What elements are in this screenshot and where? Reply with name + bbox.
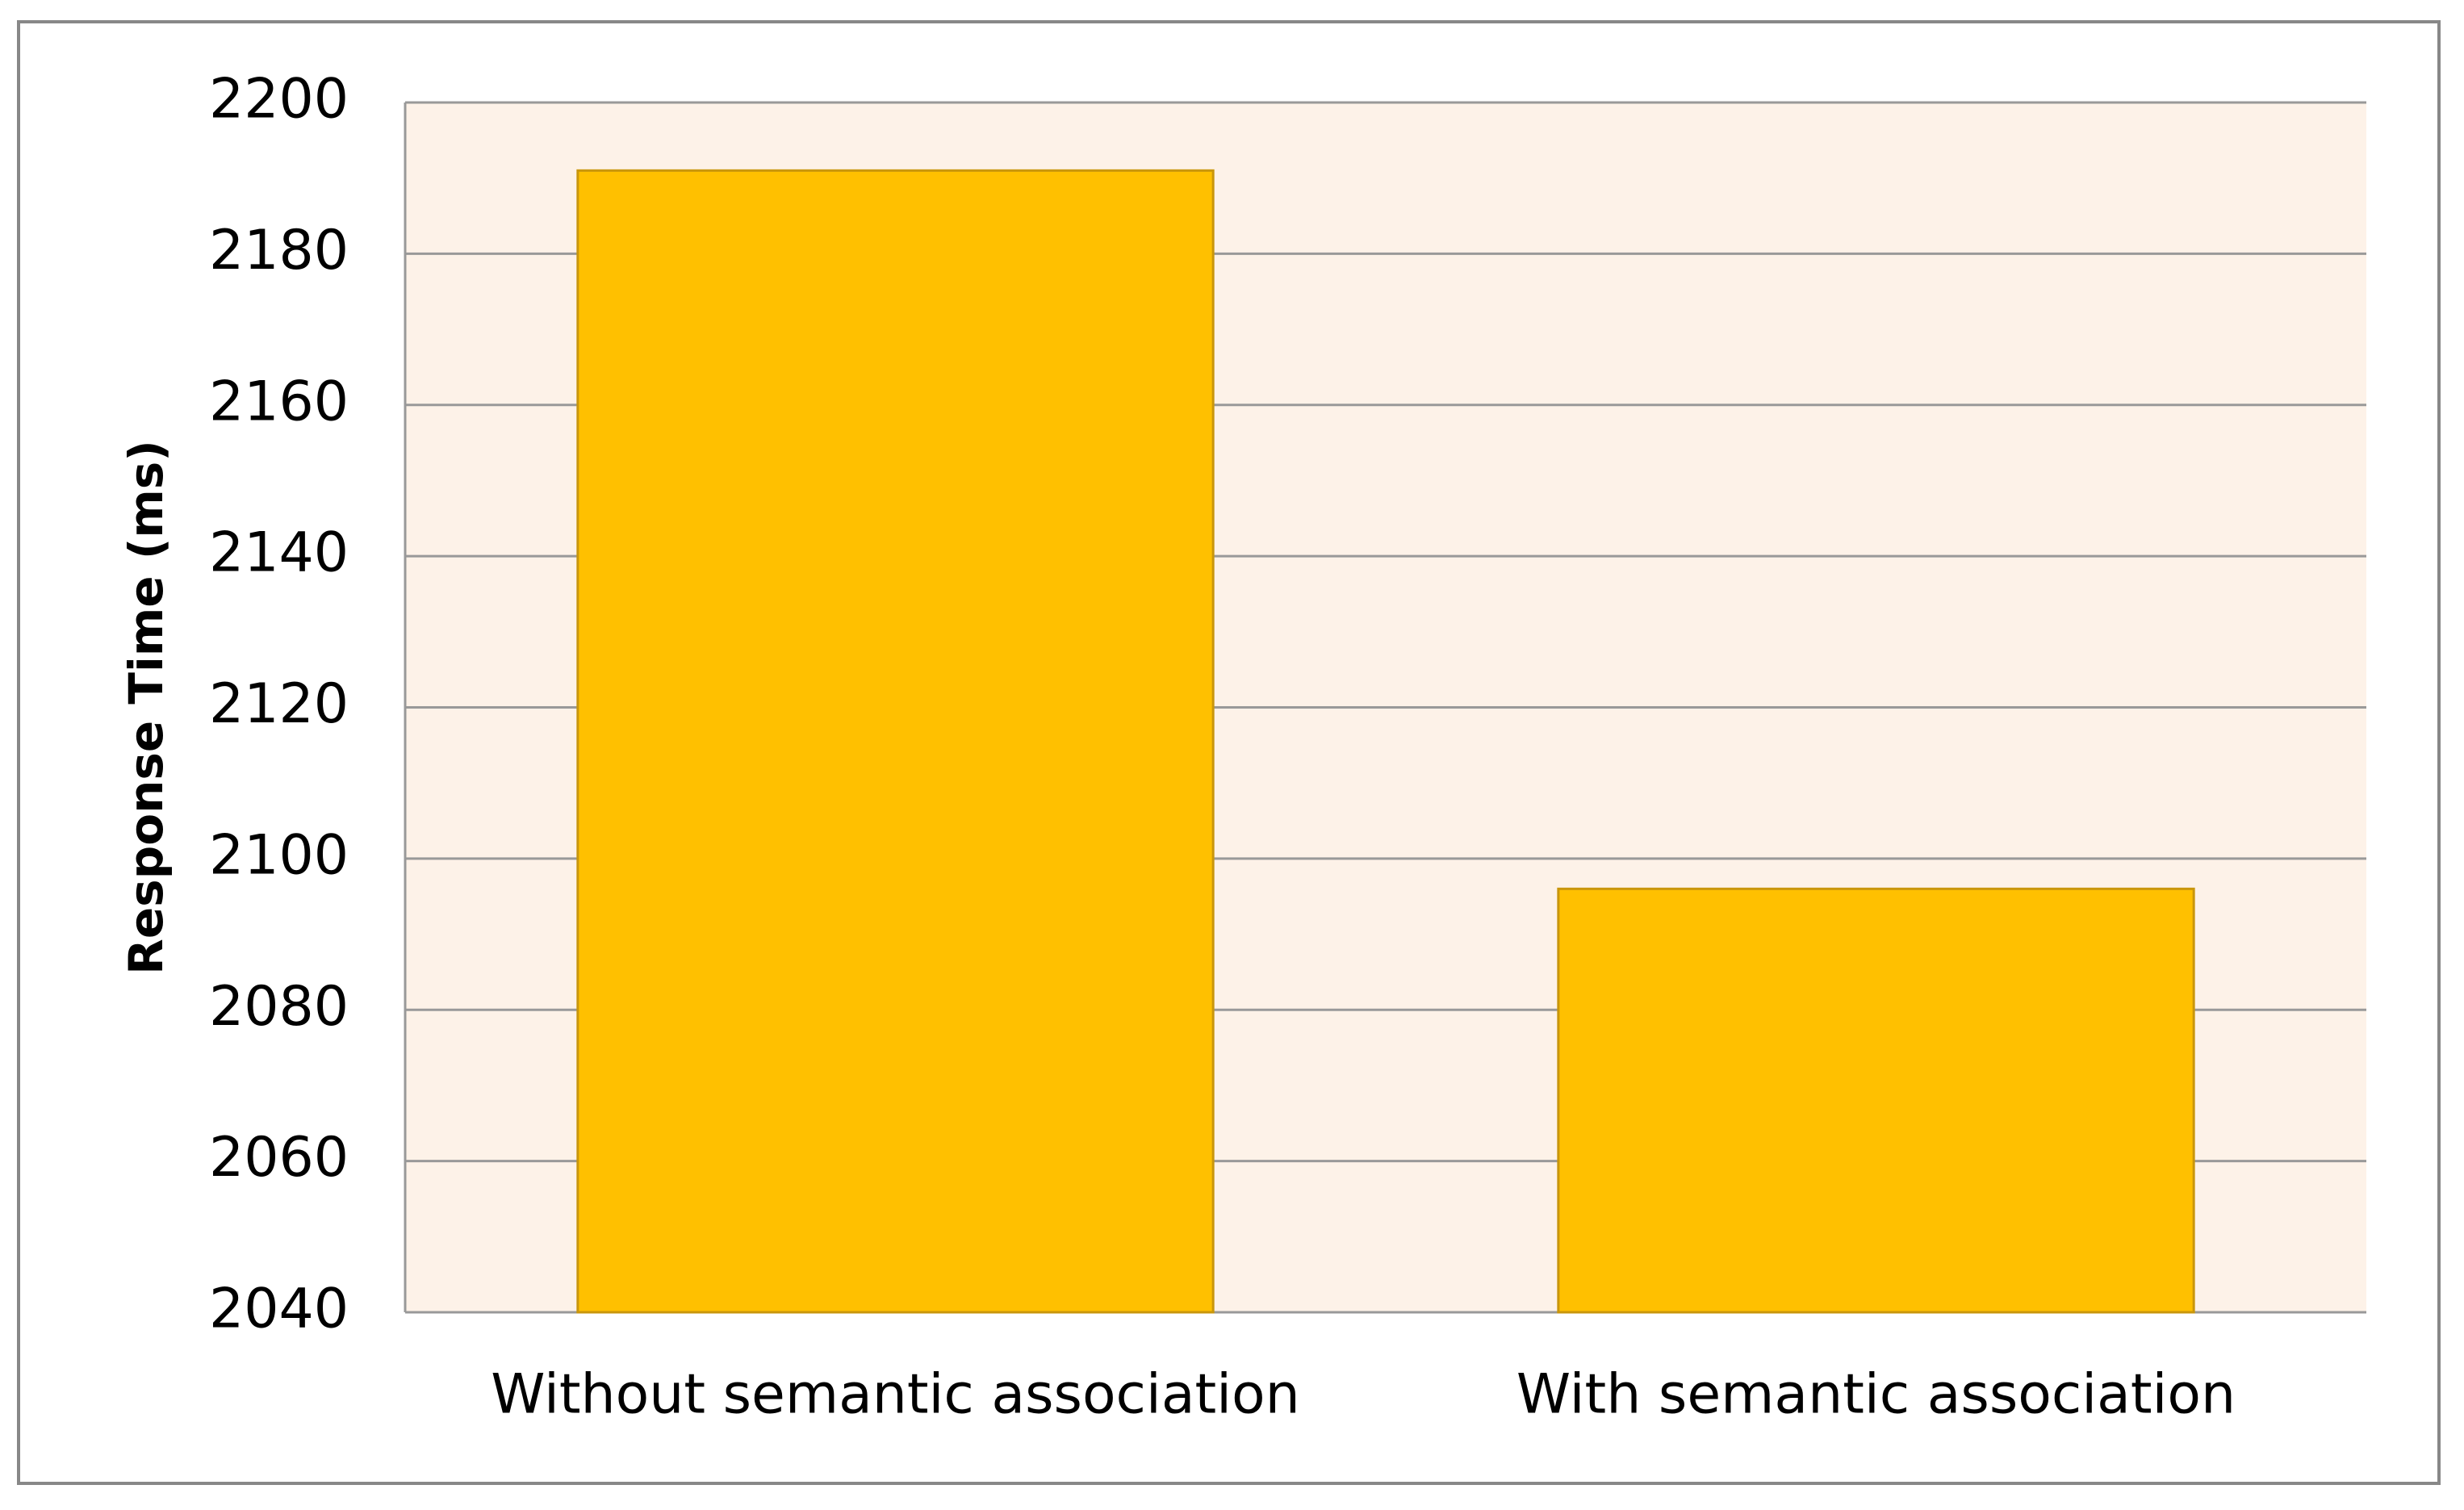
y-tick-label: 2180 bbox=[209, 219, 349, 282]
y-tick-label: 2200 bbox=[209, 68, 349, 132]
x-tick-label: Without semantic association bbox=[491, 1363, 1300, 1427]
bar bbox=[576, 169, 1215, 1314]
x-tick-label: With semantic association bbox=[1516, 1363, 2236, 1427]
y-tick-label: 2120 bbox=[209, 672, 349, 736]
y-tick-label: 2080 bbox=[209, 975, 349, 1039]
y-axis-label: Response Time (ms) bbox=[119, 440, 174, 975]
y-tick-label: 2040 bbox=[209, 1278, 349, 1341]
y-tick-label: 2100 bbox=[209, 823, 349, 887]
y-tick-label: 2140 bbox=[209, 521, 349, 585]
y-tick-label: 2160 bbox=[209, 370, 349, 433]
y-tick-label: 2060 bbox=[209, 1126, 349, 1190]
bar bbox=[1557, 887, 2195, 1314]
